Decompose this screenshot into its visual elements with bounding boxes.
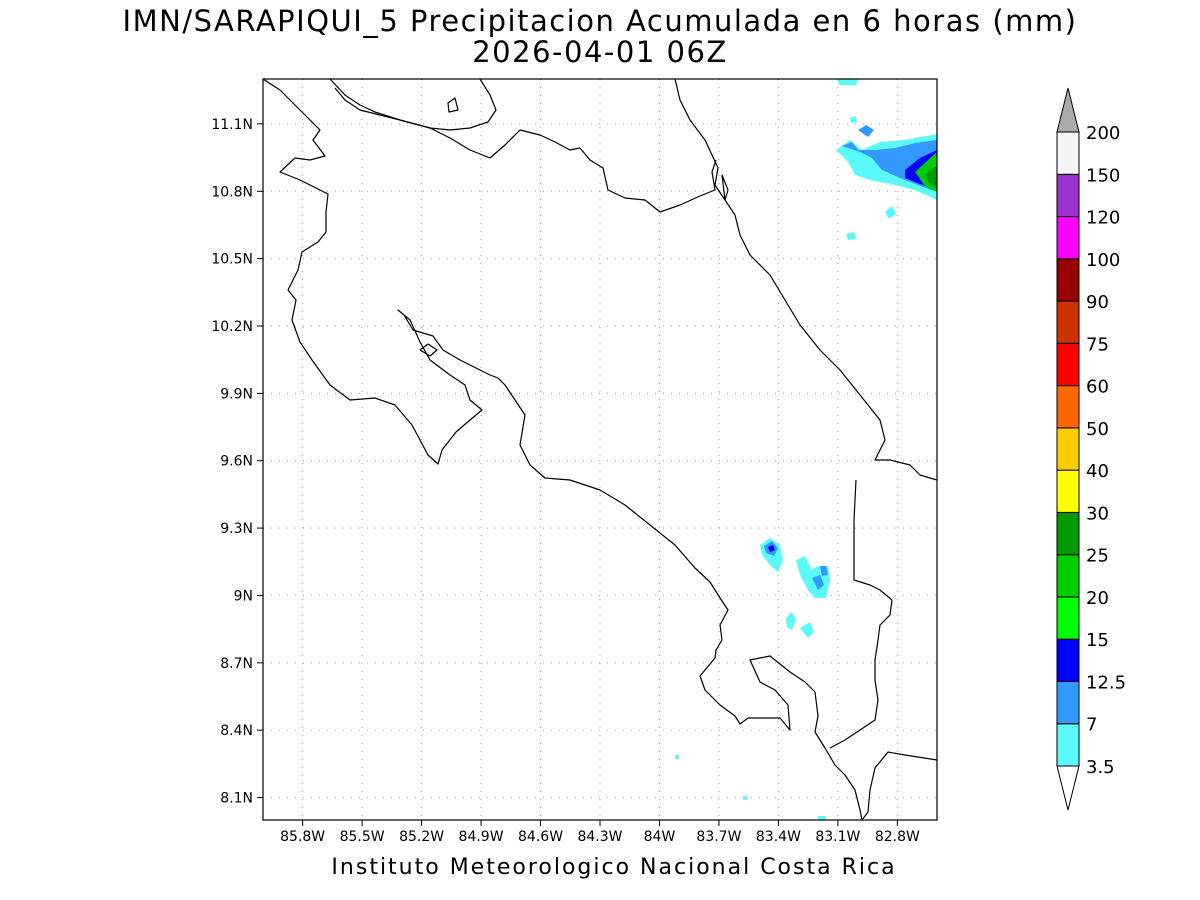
- colorbar-bands: [1056, 87, 1080, 811]
- colorbar-level-label: 75: [1086, 334, 1109, 355]
- lon-tick-label: 83.4W: [756, 829, 801, 845]
- lat-tick-label: 9.9N: [220, 386, 253, 402]
- colorbar-level-label: 7: [1086, 715, 1097, 736]
- colorbar-band: [1056, 173, 1080, 218]
- colorbar-level-label: 20: [1086, 588, 1109, 609]
- lon-tick-label: 85.2W: [399, 829, 444, 845]
- lat-tick-label: 11.1N: [211, 117, 253, 133]
- colorbar-level-label: 3.5: [1086, 757, 1115, 778]
- colorbar-band: [1056, 342, 1080, 387]
- lat-tick-label: 10.8N: [211, 184, 253, 200]
- lon-tick-label: 84.3W: [577, 829, 622, 845]
- lat-tick-label: 9N: [234, 588, 253, 604]
- colorbar: 3.5 7 12.5 15 20 25 30 40 50 60 75 90 100 120 150 200: [1056, 87, 1126, 811]
- colorbar-level-label: 25: [1086, 546, 1109, 567]
- precip-small-3: [885, 206, 896, 219]
- precip-area-s2-7b: [820, 566, 828, 576]
- precip-dot-3: [818, 816, 826, 820]
- lon-tick-label: 85.5W: [340, 829, 385, 845]
- colorbar-band: [1056, 596, 1080, 640]
- colorbar-band: [1056, 300, 1080, 344]
- coastline-main: [263, 79, 863, 820]
- lat-tick-label: 8.7N: [220, 656, 253, 672]
- colorbar-level-label: 60: [1086, 377, 1109, 398]
- map-grid: [263, 79, 937, 820]
- colorbar-level-label: 40: [1086, 461, 1109, 482]
- precip-dot-2: [743, 796, 747, 800]
- lon-tick-label: 85.8W: [280, 829, 325, 845]
- colorbar-band: [1056, 258, 1080, 302]
- colorbar-band: [1056, 469, 1080, 513]
- colorbar-band: [1056, 554, 1080, 598]
- precip-area-s3: [786, 612, 796, 630]
- colorbar-band: [1056, 511, 1080, 556]
- precip-dot-1: [675, 755, 679, 759]
- colorbar-level-label: 120: [1086, 208, 1120, 229]
- lat-tick-label: 10.2N: [211, 319, 253, 335]
- precip-area-ne-25: [925, 165, 937, 188]
- precipitation-layer: [675, 79, 937, 820]
- lat-tick-label: 9.6N: [220, 454, 253, 470]
- precip-area-s2-7: [812, 575, 824, 590]
- colorbar-level-label: 12.5: [1086, 672, 1126, 693]
- axis-ticks: 85.8W 85.5W 85.2W 84.9W 84.6W 84.3W 84W 83.7W 83…: [211, 117, 920, 845]
- border-panama: [829, 479, 893, 749]
- colorbar-level-label: 150: [1086, 165, 1120, 186]
- colorbar-level-label: 90: [1086, 292, 1109, 313]
- colorbar-band: [1056, 385, 1080, 429]
- lon-tick-label: 83.1W: [815, 829, 860, 845]
- colorbar-low-arrow: [1056, 765, 1080, 811]
- colorbar-level-label: 30: [1086, 503, 1109, 524]
- colorbar-level-label: 15: [1086, 630, 1109, 651]
- precip-small-1: [858, 125, 874, 137]
- map-subtitle: 2026-04-01 06Z: [472, 35, 728, 69]
- colorbar-band: [1056, 216, 1080, 260]
- coastline-lake: [334, 79, 497, 131]
- map-title: IMN/SARAPIQUI_5 Precipitacion Acumulada …: [122, 4, 1078, 38]
- precip-area-s4: [800, 622, 814, 638]
- colorbar-labels: 3.5 7 12.5 15 20 25 30 40 50 60 75 90 100 120 150 200: [1086, 123, 1126, 778]
- lon-tick-label: 84.9W: [459, 829, 504, 845]
- precip-area-s1-12: [768, 545, 775, 552]
- colorbar-band: [1056, 723, 1080, 767]
- colorbar-level-label: 50: [1086, 419, 1109, 440]
- coastline-nicaragua: [329, 79, 717, 213]
- lat-tick-label: 9.3N: [220, 521, 253, 537]
- precip-area-s2: [796, 556, 830, 598]
- lat-tick-label: 8.4N: [220, 723, 253, 739]
- island-gulf: [419, 343, 438, 357]
- lat-tick-label: 8.1N: [220, 791, 253, 807]
- colorbar-band: [1056, 638, 1080, 682]
- lon-tick-label: 84.6W: [518, 829, 563, 845]
- lon-tick-label: 84W: [644, 829, 676, 845]
- colorbar-level-label: 200: [1086, 123, 1120, 144]
- footer-credit: Instituto Meteorologico Nacional Costa R…: [331, 855, 897, 880]
- precip-small-5: [850, 116, 857, 123]
- lat-tick-label: 10.5N: [211, 252, 253, 268]
- plot-frame: [262, 78, 938, 821]
- colorbar-band: [1056, 680, 1080, 725]
- island-small: [447, 97, 459, 113]
- precip-small-2: [836, 79, 858, 85]
- coastline-panama-south: [861, 751, 937, 820]
- precip-small-4: [846, 232, 856, 240]
- coastline-caribbean: [674, 79, 937, 481]
- colorbar-high-arrow: [1056, 87, 1080, 133]
- coastline: [263, 79, 937, 820]
- colorbar-band: [1056, 131, 1080, 175]
- colorbar-level-label: 100: [1086, 250, 1120, 271]
- lon-tick-label: 82.8W: [875, 829, 920, 845]
- lon-tick-label: 83.7W: [696, 829, 741, 845]
- colorbar-band: [1056, 427, 1080, 471]
